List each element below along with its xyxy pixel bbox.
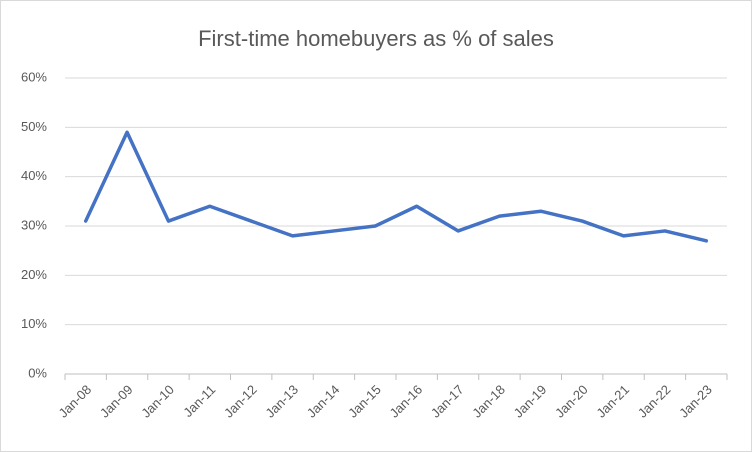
data-line <box>83 130 709 243</box>
y-tick-label: 40% <box>21 168 47 183</box>
y-tick-label: 30% <box>21 217 47 232</box>
y-tick-label: 50% <box>21 119 47 134</box>
y-tick-label: 0% <box>28 365 47 380</box>
y-tick-label: 60% <box>21 69 47 84</box>
y-tick-label: 10% <box>21 316 47 331</box>
y-tick-label: 20% <box>21 267 47 282</box>
chart-title: First-time homebuyers as % of sales <box>198 26 554 51</box>
